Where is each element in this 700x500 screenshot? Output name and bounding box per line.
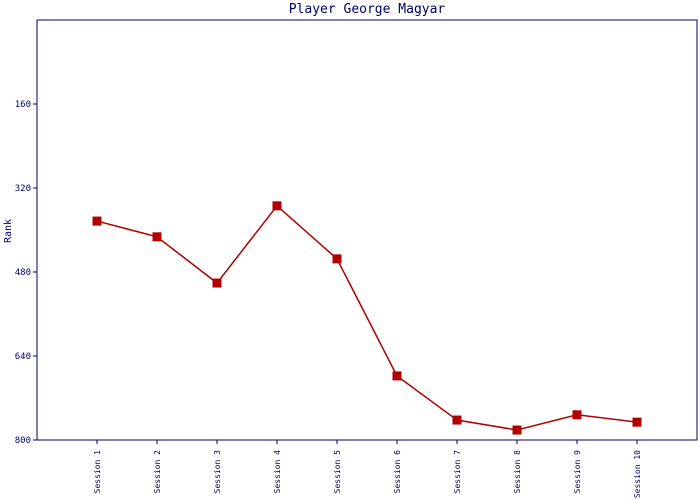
y-axis-label: Rank <box>3 219 14 243</box>
y-tick-label: 800 <box>15 436 31 446</box>
x-tick-label: Session 5 <box>333 450 342 494</box>
series-line <box>96 204 638 431</box>
point-marker <box>212 278 222 288</box>
x-tick-label: Session 2 <box>153 450 162 494</box>
y-tick-label: 320 <box>15 184 31 194</box>
x-tick-label: Session 10 <box>633 450 642 498</box>
x-tick-label: Session 7 <box>453 450 462 494</box>
y-tick-label: 640 <box>15 352 31 362</box>
x-tick-label: Session 1 <box>93 450 102 494</box>
x-tick-label: Session 8 <box>513 450 522 494</box>
point-marker <box>152 232 162 242</box>
point-marker <box>512 425 522 435</box>
y-tick-label: 480 <box>15 268 31 278</box>
point-marker <box>92 216 102 226</box>
y-tick-label: 160 <box>15 100 31 110</box>
chart-title: Player George Magyar <box>289 2 446 17</box>
point-marker <box>272 201 282 211</box>
point-marker <box>392 371 402 381</box>
x-tick-label: Session 3 <box>213 450 222 494</box>
x-tick-label: Session 6 <box>393 450 402 494</box>
point-marker <box>572 410 582 420</box>
x-tick-label: Session 9 <box>573 450 582 494</box>
point-marker <box>332 254 342 264</box>
x-tick-label: Session 4 <box>273 450 282 494</box>
point-marker <box>632 417 642 427</box>
point-marker <box>452 415 462 425</box>
plot-frame <box>36 19 698 441</box>
